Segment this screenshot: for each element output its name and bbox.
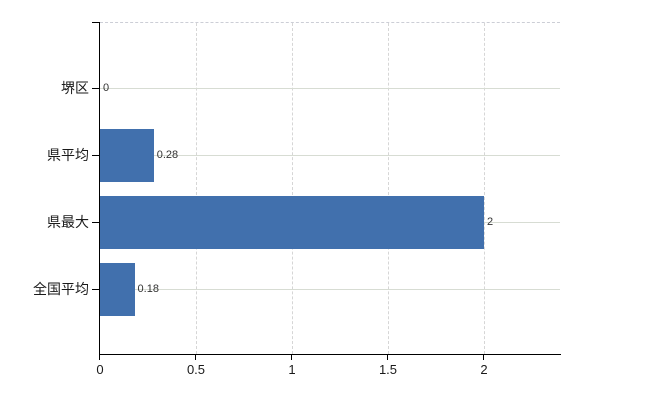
y-axis-tick [92, 88, 99, 89]
category-label: 県最大 [47, 214, 89, 230]
gridline-vertical [292, 23, 293, 354]
category-label: 全国平均 [33, 281, 89, 297]
bar [100, 262, 135, 316]
gridline-horizontal [100, 155, 560, 156]
x-axis-tick [99, 355, 100, 360]
x-tick-label: 0 [96, 362, 104, 377]
x-axis-tick [195, 355, 196, 360]
y-axis-line [99, 22, 100, 355]
bar-value-label: 2 [487, 216, 494, 228]
category-label: 堺区 [61, 80, 89, 96]
x-axis-line [99, 354, 561, 355]
bar-value-label: 0 [103, 82, 110, 94]
x-tick-label: 1 [288, 362, 296, 377]
gridline-vertical [484, 23, 485, 354]
y-axis-tick [92, 289, 99, 290]
gridline-horizontal [100, 289, 560, 290]
gridline-vertical [388, 23, 389, 354]
y-axis-top-tick [92, 22, 99, 23]
x-axis-tick [387, 355, 388, 360]
plot-top-border [100, 22, 560, 23]
x-tick-label: 0.5 [186, 362, 206, 377]
x-axis-tick [291, 355, 292, 360]
gridline-vertical [196, 23, 197, 354]
x-tick-label: 1.5 [378, 362, 398, 377]
category-label: 県平均 [47, 147, 89, 163]
x-axis-tick [483, 355, 484, 360]
y-axis-tick [92, 222, 99, 223]
bar-value-label: 0.18 [137, 283, 159, 295]
bar [100, 128, 154, 182]
x-tick-label: 2 [480, 362, 488, 377]
gridline-horizontal [100, 88, 560, 89]
bar [100, 195, 484, 249]
y-axis-tick [92, 155, 99, 156]
bar-value-label: 0.28 [156, 149, 179, 161]
